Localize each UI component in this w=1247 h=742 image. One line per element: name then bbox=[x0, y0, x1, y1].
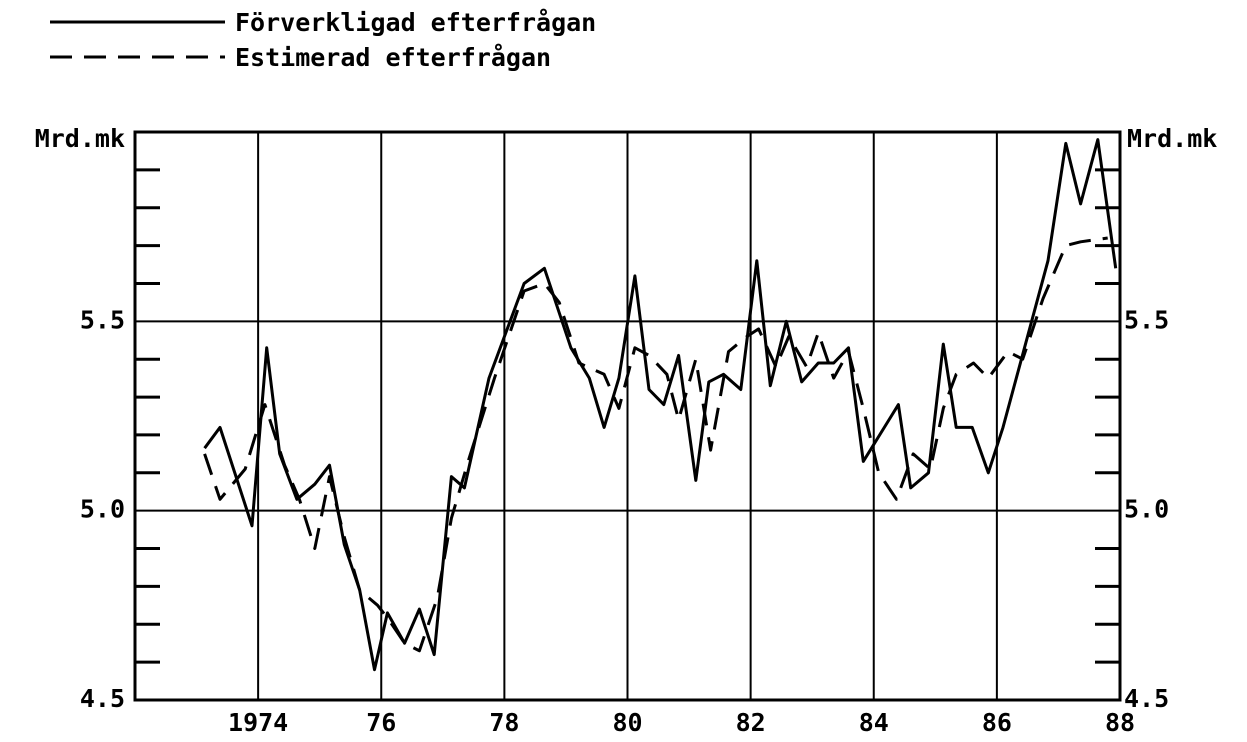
y-tick-label: 5.5 bbox=[80, 305, 125, 334]
x-tick-label: 76 bbox=[366, 708, 396, 737]
y-tick-label: 5.0 bbox=[80, 495, 125, 524]
y2-tick-label: 4.5 bbox=[1124, 684, 1169, 713]
series-line bbox=[203, 138, 1118, 672]
legend-label: Estimerad efterfrågan bbox=[235, 43, 551, 72]
x-tick-label: 82 bbox=[736, 708, 766, 737]
x-tick-label: 80 bbox=[612, 708, 642, 737]
x-tick-label: 78 bbox=[489, 708, 519, 737]
y-tick-label: 4.5 bbox=[80, 684, 125, 713]
series-line bbox=[203, 236, 1108, 653]
x-tick-label: 88 bbox=[1105, 708, 1135, 737]
x-tick-label: 1974 bbox=[228, 708, 288, 737]
x-tick-label: 86 bbox=[982, 708, 1012, 737]
y2-tick-label: 5.0 bbox=[1124, 495, 1169, 524]
y2-axis-label: Mrd.mk bbox=[1127, 124, 1217, 153]
x-tick-label: 84 bbox=[859, 708, 889, 737]
legend-label: Förverkligad efterfrågan bbox=[235, 8, 596, 37]
y2-tick-label: 5.5 bbox=[1124, 305, 1169, 334]
y-axis-label: Mrd.mk bbox=[35, 124, 125, 153]
